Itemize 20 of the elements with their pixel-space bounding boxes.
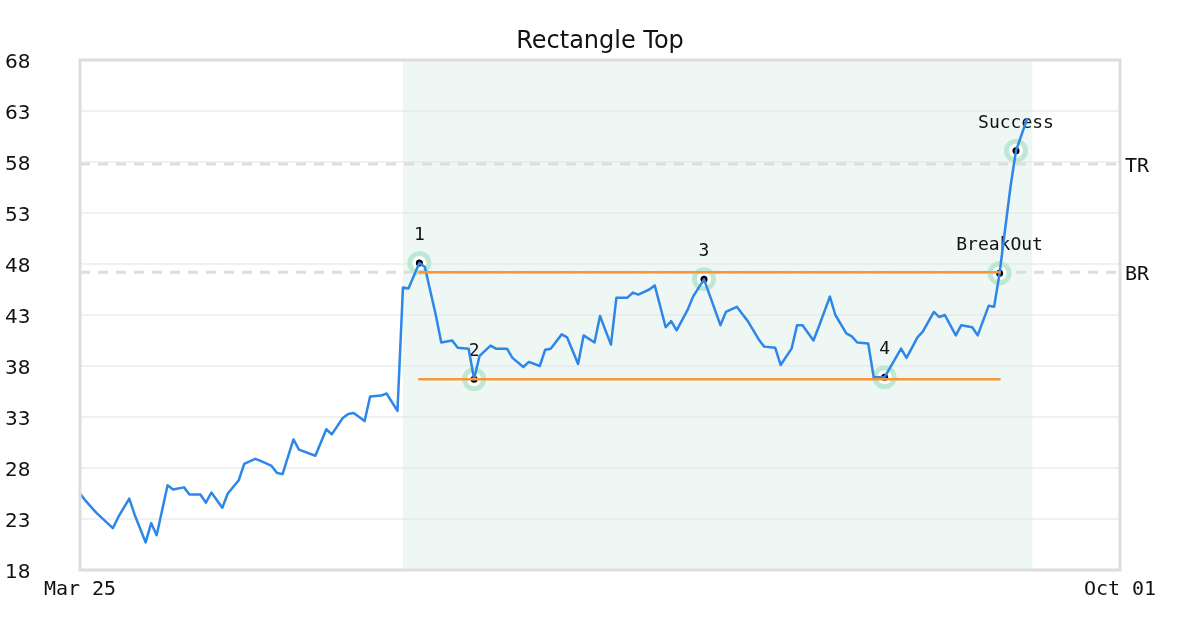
- ref-line-label: TR: [1125, 153, 1151, 178]
- y-tick-label: 33: [5, 406, 31, 430]
- y-tick-label: 38: [5, 355, 31, 379]
- ref-line-label: BR: [1125, 261, 1151, 286]
- y-tick-label: 53: [5, 202, 31, 226]
- annotation: 2: [468, 339, 480, 361]
- y-tick-label: 58: [5, 151, 31, 175]
- y-tick-label: 43: [5, 304, 31, 328]
- y-tick-label: 48: [5, 253, 31, 277]
- x-tick-label: Mar 25: [43, 576, 117, 600]
- annotation: 3: [698, 239, 710, 261]
- y-tick-label: 68: [5, 49, 31, 73]
- y-tick-label: 18: [5, 559, 31, 583]
- annotation: 4: [879, 337, 891, 359]
- y-tick-label: 63: [5, 100, 31, 124]
- y-tick-label: 23: [5, 508, 31, 532]
- annotation: 1: [413, 222, 425, 244]
- y-tick-label: 28: [5, 457, 31, 481]
- chart-title: Rectangle Top: [516, 26, 684, 54]
- x-tick-label: Oct 01: [1083, 576, 1157, 600]
